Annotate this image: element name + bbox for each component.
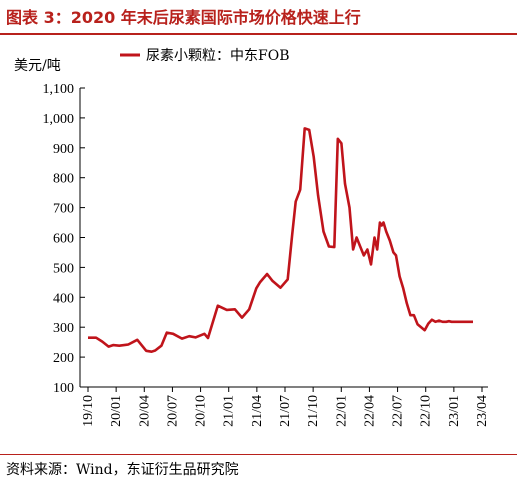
- y-tick-label: 900: [53, 142, 74, 157]
- y-tick-label: 700: [53, 202, 74, 217]
- x-tick-label: 20/01: [109, 395, 124, 427]
- y-tick-label: 600: [53, 232, 74, 247]
- y-axis-unit-label: 美元/吨: [14, 58, 61, 74]
- x-tick-label: 22/07: [391, 395, 406, 427]
- series-line: [88, 127, 473, 354]
- legend: 尿素小颗粒：中东FOB: [120, 48, 289, 64]
- x-tick-label: 22/04: [362, 395, 377, 427]
- y-tick-label: 800: [53, 172, 74, 187]
- source-note: 资料来源：Wind，东证衍生品研究院: [6, 462, 239, 478]
- x-tick-label: 21/10: [306, 395, 321, 427]
- y-tick-label: 200: [53, 351, 74, 366]
- title-divider: [0, 33, 517, 35]
- x-tick-label: 22/10: [419, 395, 434, 427]
- footer-divider: [0, 454, 517, 455]
- y-tick-label: 1,000: [43, 112, 75, 127]
- axes: 100 200 300 400 500 600 700 800 900 1,000 1,100 19/…: [43, 82, 491, 427]
- x-tick-label: 20/07: [165, 395, 180, 427]
- legend-label: 尿素小颗粒：中东FOB: [146, 48, 289, 64]
- y-tick-label: 300: [53, 321, 74, 336]
- x-tick-label: 21/07: [278, 395, 293, 427]
- y-tick-label: 100: [53, 381, 74, 396]
- y-tick-label: 500: [53, 261, 74, 276]
- x-tick-label: 20/10: [194, 395, 209, 427]
- x-tick-label: 23/01: [447, 395, 462, 427]
- plot-area: [88, 127, 473, 354]
- x-tick-label: 19/10: [81, 395, 96, 427]
- x-tick-label: 21/01: [222, 395, 237, 427]
- chart-title: 图表 3：2020 年末后尿素国际市场价格快速上行: [6, 8, 361, 27]
- y-tick-label: 1,100: [43, 82, 75, 97]
- y-tick-label: 400: [53, 291, 74, 306]
- x-tick-label: 22/01: [334, 395, 349, 427]
- x-tick-label: 23/04: [475, 395, 490, 427]
- x-tick-label: 21/04: [250, 395, 265, 427]
- x-tick-label: 20/04: [137, 395, 152, 427]
